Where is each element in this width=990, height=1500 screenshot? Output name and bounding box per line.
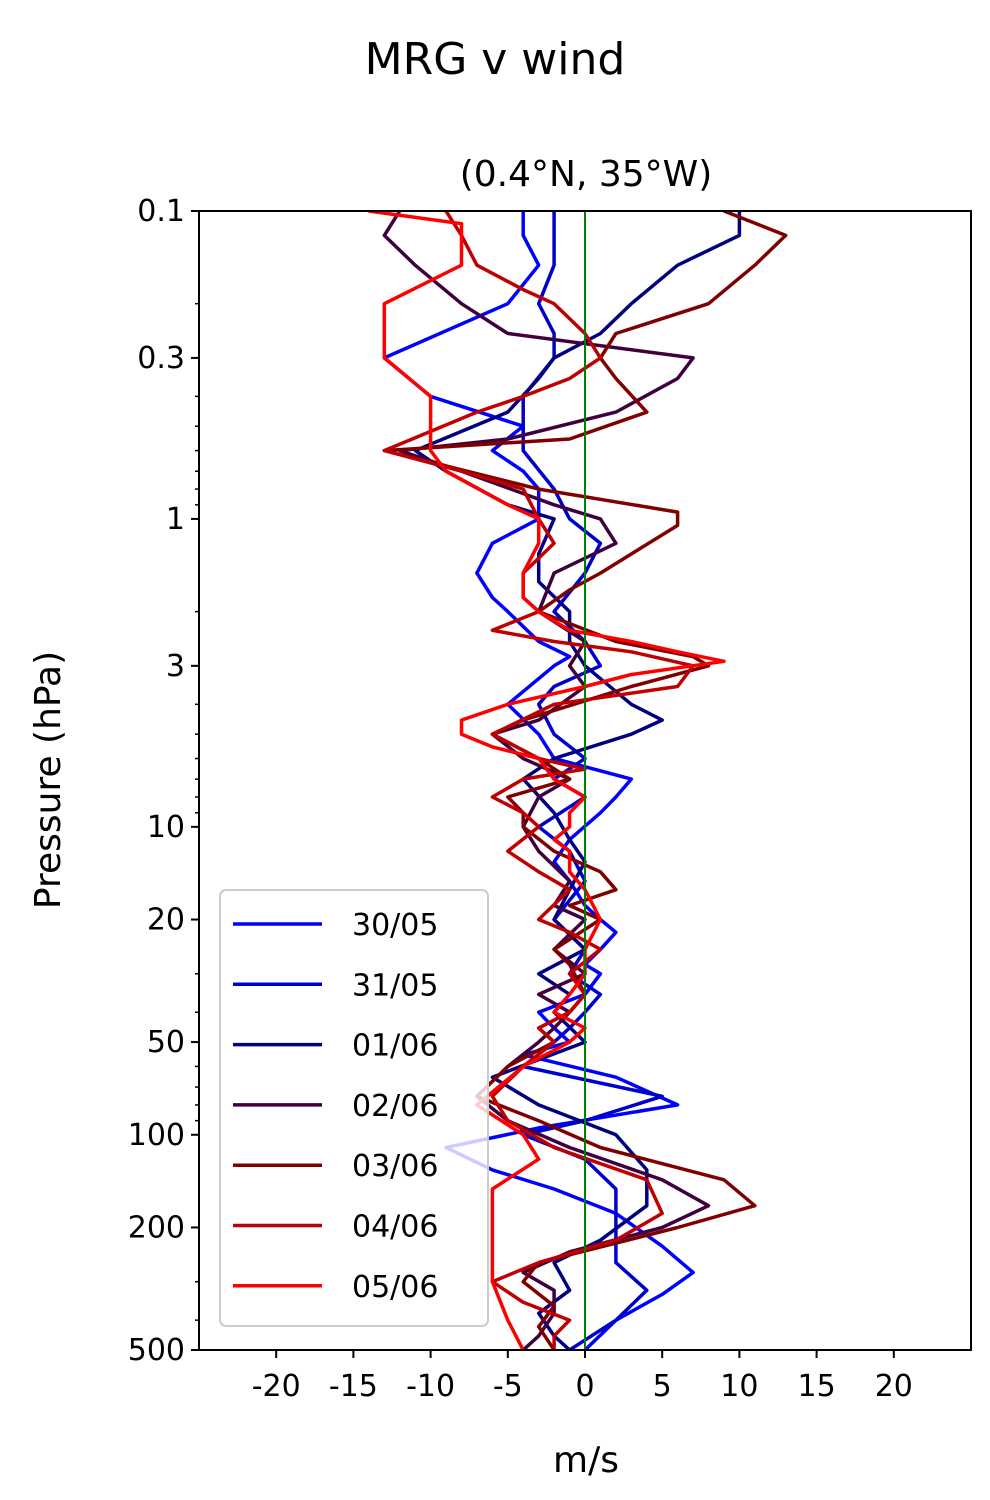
legend-label: 03/06: [352, 1149, 438, 1184]
y-tick-label: 500: [128, 1333, 185, 1368]
x-tick-label: 15: [798, 1369, 836, 1404]
figure-title: MRG v wind: [365, 34, 626, 85]
y-axis: 0.1 0.3 1 3 10 20 50 100 200 500: [128, 194, 199, 1368]
legend-frame: [219, 889, 489, 1327]
x-tick-label: 20: [875, 1369, 913, 1404]
plot-subtitle: (0.4°N, 35°W): [460, 154, 713, 195]
x-tick-label: 0: [575, 1369, 594, 1404]
y-tick-label: 0.1: [137, 194, 185, 229]
legend-label: 04/06: [352, 1210, 438, 1245]
y-tick-label: 100: [128, 1118, 185, 1153]
x-axis: -20 -15 -10 -5 0 5 10 15 20: [252, 1350, 913, 1404]
y-tick-label: 10: [147, 810, 185, 845]
series-line-4: [382, 211, 788, 1350]
legend-label: 05/06: [352, 1270, 438, 1305]
y-axis-label: Pressure (hPa): [28, 651, 69, 909]
series-line-3: [382, 211, 711, 1350]
x-tick-label: 5: [653, 1369, 672, 1404]
y-tick-label: 3: [166, 649, 185, 684]
y-tick-label: 1: [166, 502, 185, 537]
legend: 30/05 31/05 01/06 02/06 03/06 04/06 05/06: [219, 889, 489, 1327]
x-tick-label: -15: [329, 1369, 378, 1404]
y-tick-label: 20: [147, 903, 185, 938]
x-tick-label: 10: [720, 1369, 758, 1404]
legend-label: 30/05: [352, 908, 438, 943]
x-tick-label: -20: [252, 1369, 301, 1404]
x-tick-label: -5: [493, 1369, 523, 1404]
y-tick-label: 200: [128, 1210, 185, 1245]
legend-label: 01/06: [352, 1029, 438, 1064]
legend-label: 02/06: [352, 1089, 438, 1124]
x-axis-label: m/s: [553, 1440, 619, 1481]
x-tick-label: -10: [406, 1369, 455, 1404]
series-layer: [368, 211, 788, 1350]
series-line-6: [368, 211, 726, 1350]
y-tick-label: 50: [147, 1025, 185, 1060]
series-line-5: [382, 211, 695, 1350]
y-tick-label: 0.3: [137, 341, 185, 376]
legend-label: 31/05: [352, 968, 438, 1003]
